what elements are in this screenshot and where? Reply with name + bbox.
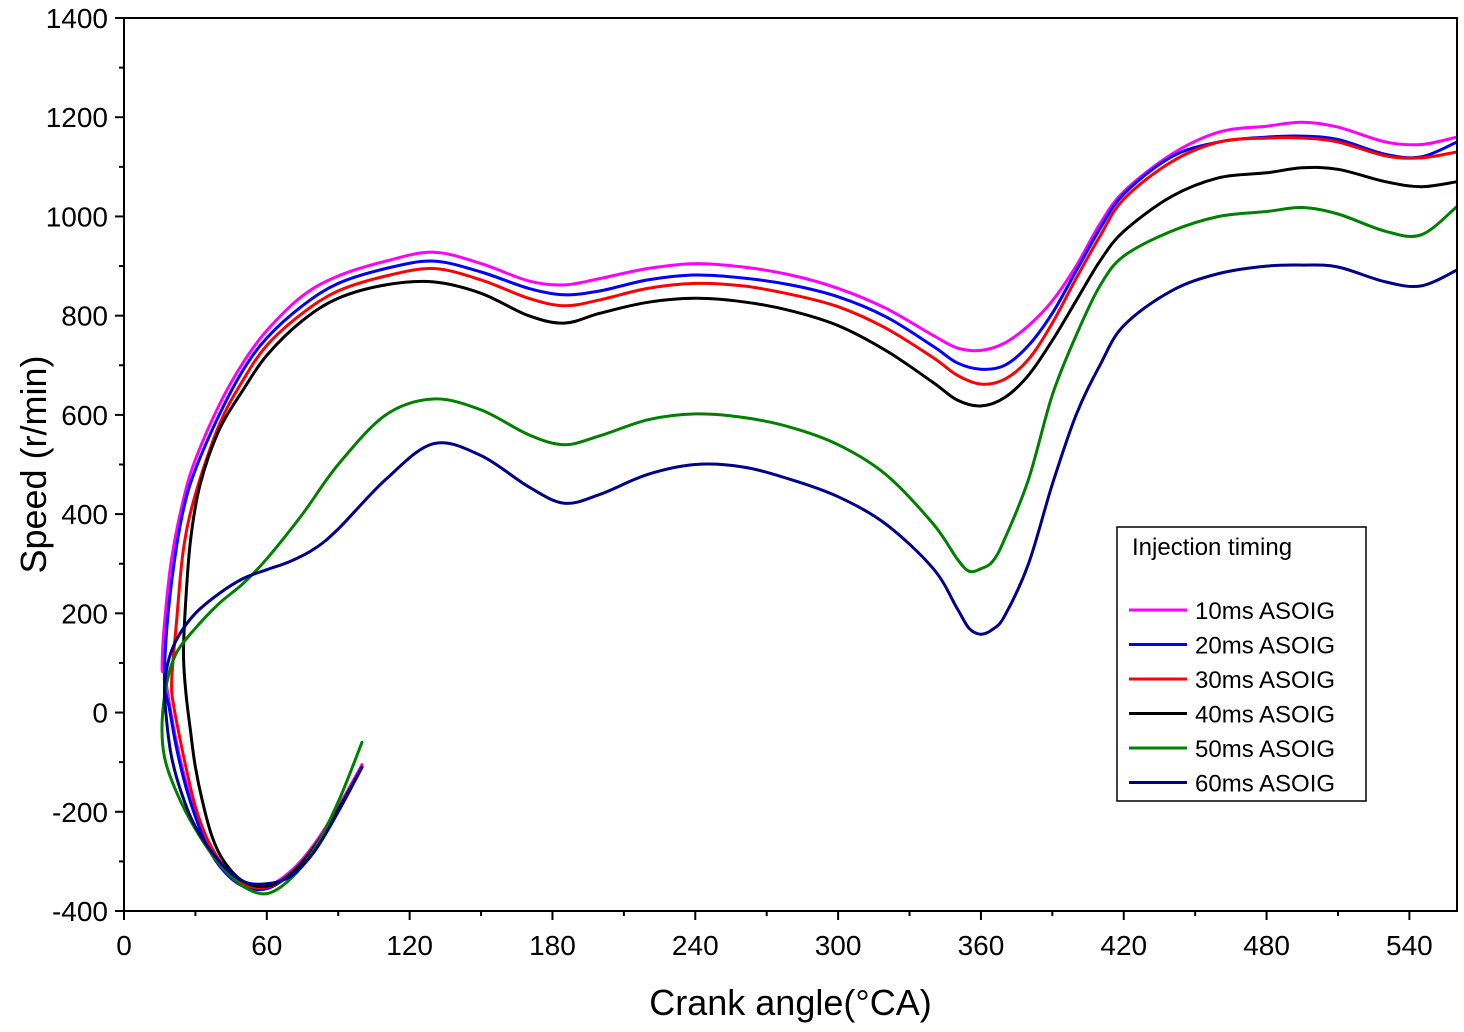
x-tick-label: 480 (1243, 930, 1290, 961)
legend-label-5: 50ms ASOIG (1195, 736, 1335, 763)
series-line-6 (162, 263, 1457, 886)
x-tick-label: 300 (815, 930, 862, 961)
y-tick-label: 1400 (46, 3, 108, 34)
y-tick-label: 600 (61, 400, 108, 431)
y-tick-label: 800 (61, 301, 108, 332)
legend-label-6: 60ms ASOIG (1195, 771, 1335, 798)
x-tick-label: 120 (386, 930, 433, 961)
x-tick-label: 540 (1386, 930, 1433, 961)
series-layer (160, 120, 1457, 896)
legend-title: Injection timing (1132, 534, 1292, 561)
x-tick-label: 180 (529, 930, 576, 961)
y-tick-label: 0 (92, 698, 108, 729)
axis-ticks: 0 60 120 180 240 300 360 420 480 540 -400 -200 0 200 4… (46, 3, 1433, 961)
x-tick-label: 0 (116, 930, 132, 961)
y-tick-label: 1200 (46, 102, 108, 133)
legend-label-1: 10ms ASOIG (1195, 598, 1335, 625)
x-tick-label: 240 (672, 930, 719, 961)
x-tick-label: 60 (251, 930, 282, 961)
x-tick-label: 420 (1100, 930, 1147, 961)
y-tick-label: -400 (52, 896, 108, 927)
legend-box (1116, 526, 1367, 802)
x-axis-title: Crank angle(°CA) (649, 982, 932, 1023)
y-tick-label: 400 (61, 499, 108, 530)
series-line-2 (162, 134, 1457, 892)
legend: Injection timing 10ms ASOIG 20ms ASOIG 30m… (1116, 526, 1367, 802)
y-tick-label: 200 (61, 598, 108, 629)
legend-items: 10ms ASOIG 20ms ASOIG 30ms ASOIG 40ms ASOIG… (1129, 598, 1335, 798)
x-tick-label: 360 (958, 930, 1005, 961)
legend-label-3: 30ms ASOIG (1195, 667, 1335, 694)
legend-label-2: 20ms ASOIG (1195, 633, 1335, 660)
y-tick-label: -200 (52, 797, 108, 828)
series-line-4 (182, 165, 1457, 889)
y-axis-title: Speed (r/min) (13, 355, 54, 573)
y-tick-label: 1000 (46, 201, 108, 232)
series-line-5 (160, 205, 1457, 896)
series-line-3 (170, 136, 1457, 890)
legend-label-4: 40ms ASOIG (1195, 702, 1335, 729)
